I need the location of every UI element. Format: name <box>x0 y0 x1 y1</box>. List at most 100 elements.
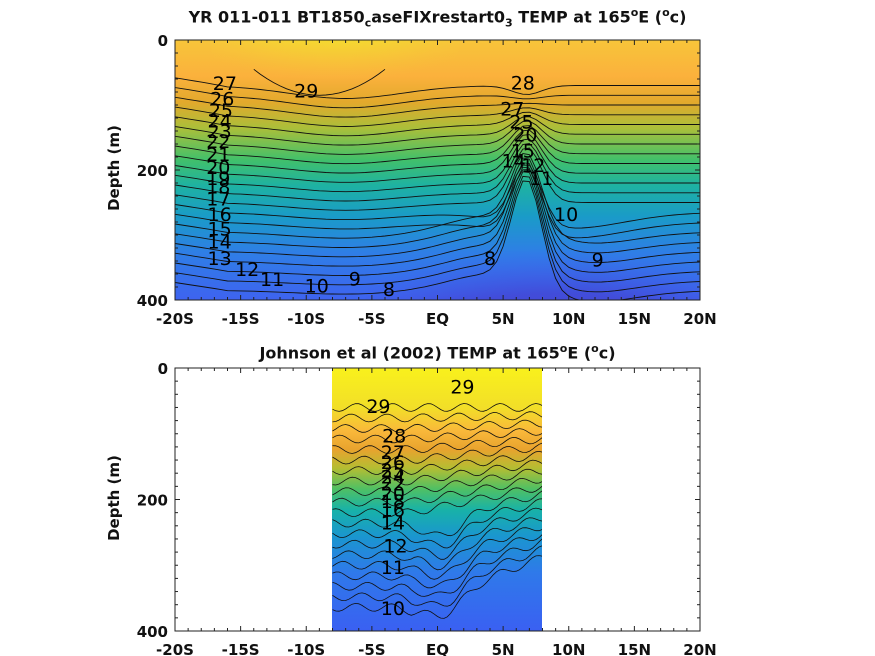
isotherm-line <box>332 459 542 486</box>
x-tick-label: EQ <box>426 641 449 656</box>
contour-label: 11 <box>381 557 405 579</box>
isotherm-line <box>175 96 700 118</box>
contour-label: 10 <box>305 276 329 298</box>
contour-label: 14 <box>502 150 526 172</box>
x-tick-label: 5N <box>492 641 515 656</box>
contour-label: 29 <box>294 81 318 103</box>
x-tick-label: -10S <box>287 641 325 656</box>
isotherm-line <box>332 534 542 589</box>
contour-label: 20 <box>381 483 405 505</box>
x-tick-label: -5S <box>358 310 385 328</box>
isotherm-line <box>175 166 700 273</box>
contour-label: 18 <box>206 176 230 198</box>
contour-label: 29 <box>450 376 474 398</box>
contour-label: 27 <box>381 442 405 464</box>
x-tick-label: 10N <box>552 641 585 656</box>
isotherm-line <box>175 87 700 109</box>
isotherm-line <box>175 106 700 127</box>
y-tick-label: 0 <box>158 32 168 50</box>
isotherm-line <box>332 545 542 607</box>
contour-label: 25 <box>381 460 405 482</box>
contour-label: 15 <box>208 219 232 241</box>
isotherm-line <box>175 147 700 211</box>
contour-label: 16 <box>381 499 405 521</box>
contour-label: 26 <box>210 89 234 111</box>
x-tick-label: -20S <box>156 641 194 656</box>
axes-top: -20S -15S -10S -5S EQ 5N 10N 15N 20N 0 200 400 <box>137 32 717 328</box>
isotherm-line <box>332 485 542 517</box>
x-tick-label: 20N <box>683 310 716 328</box>
contour-label: 11 <box>260 269 284 291</box>
isotherm-line <box>175 157 700 254</box>
contour-label: 21 <box>206 144 230 166</box>
x-tick-label: 20N <box>683 641 716 656</box>
contour-label: 22 <box>206 131 230 153</box>
contour-lines-top <box>175 68 700 300</box>
contour-label: 24 <box>208 111 232 133</box>
x-tick-label: -5S <box>358 641 385 656</box>
contour-label: 12 <box>521 155 545 177</box>
contour-label: 8 <box>383 279 395 301</box>
chart-title-top: YR 011-011 BT1850caseFIXrestart03 TEMP a… <box>188 6 687 30</box>
isotherm-line <box>332 436 542 454</box>
isotherm-line <box>175 180 700 300</box>
y-tick-label: 200 <box>137 162 168 180</box>
contour-label: 20 <box>206 157 230 179</box>
contour-label: 24 <box>381 466 405 488</box>
y-tick-label: 200 <box>137 492 168 510</box>
x-tick-label: -10S <box>287 310 325 328</box>
isotherm-line <box>253 68 386 96</box>
contour-label: 11 <box>529 168 553 190</box>
y-tick-label: 0 <box>158 360 168 378</box>
contour-label: 18 <box>381 491 405 513</box>
contour-label: 28 <box>511 72 535 94</box>
isotherm-line <box>175 143 700 202</box>
isotherm-line <box>175 138 700 193</box>
isotherm-line <box>332 442 542 465</box>
x-tick-label: 15N <box>618 310 651 328</box>
contour-label: 15 <box>511 141 535 163</box>
isotherm-line <box>332 527 542 580</box>
isotherm-line <box>175 111 700 137</box>
isotherm-line <box>332 507 542 560</box>
contour-label: 25 <box>209 100 233 122</box>
isotherm-line <box>175 120 700 155</box>
isotherm-line <box>175 129 700 174</box>
isotherm-line <box>332 403 542 412</box>
contour-label: 14 <box>208 232 232 254</box>
isotherm-line <box>332 498 542 549</box>
isotherm-line <box>175 153 700 244</box>
isotherm-line <box>175 116 700 146</box>
contour-lines-bottom <box>332 403 542 619</box>
isotherm-line <box>332 517 542 571</box>
contour-label: 10 <box>554 204 578 226</box>
contour-label: 27 <box>500 98 524 120</box>
contour-label: 29 <box>366 396 390 418</box>
y-tick-label: 400 <box>137 623 168 641</box>
isotherm-line <box>332 428 542 444</box>
x-tick-label: -15S <box>222 641 260 656</box>
isotherm-line <box>175 171 700 283</box>
contour-label: 12 <box>235 259 259 281</box>
x-tick-label: EQ <box>426 310 449 328</box>
contour-label: 23 <box>208 121 232 143</box>
isotherm-line <box>175 169 700 239</box>
isotherm-line <box>332 468 542 496</box>
isotherm-line <box>332 411 542 423</box>
contour-label: 22 <box>381 474 405 496</box>
contour-label: 10 <box>381 598 405 620</box>
contour-label: 14 <box>381 513 405 535</box>
contour-label: 25 <box>509 111 533 133</box>
x-tick-label: -15S <box>222 310 260 328</box>
contour-label: 12 <box>383 536 407 558</box>
contour-label: 8 <box>484 248 496 270</box>
axes-bottom: -20S -15S -10S -5S EQ 5N 10N 15N 20N 0 200 400 <box>137 360 717 656</box>
isotherm-line <box>332 450 542 475</box>
y-tick-label: 400 <box>137 292 168 310</box>
isotherm-line <box>175 125 700 165</box>
